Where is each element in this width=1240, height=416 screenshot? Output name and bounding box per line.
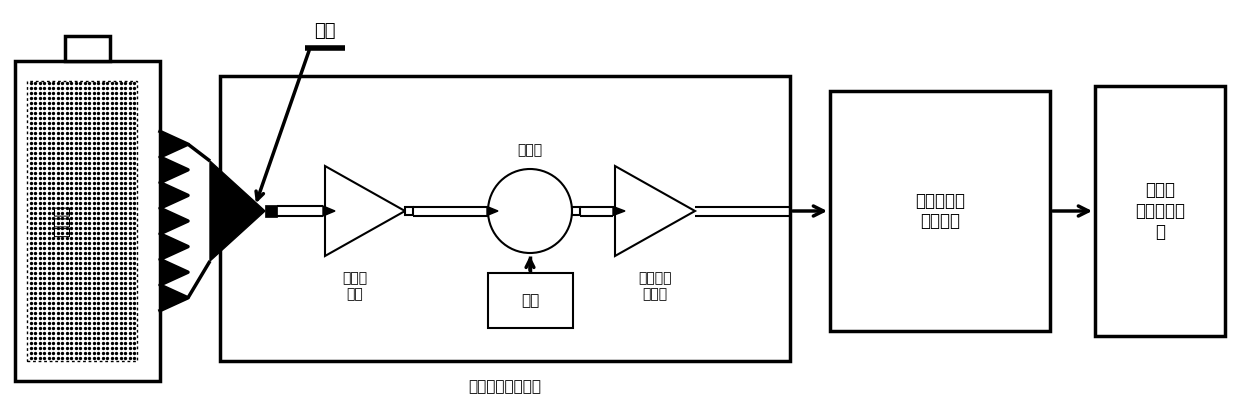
Bar: [405, 207, 413, 215]
Bar: [64, 36, 110, 61]
Bar: [830, 91, 1050, 331]
Polygon shape: [160, 131, 188, 157]
Circle shape: [489, 169, 572, 253]
Bar: [1095, 86, 1225, 336]
Text: 馈源: 馈源: [314, 22, 336, 40]
Text: 宽带功率谱
分析单元: 宽带功率谱 分析单元: [915, 192, 965, 230]
Bar: [219, 76, 790, 361]
Text: 宽带微波射频前端: 宽带微波射频前端: [469, 379, 542, 394]
Bar: [572, 207, 580, 215]
Text: 定标源: 定标源: [53, 205, 72, 237]
Polygon shape: [160, 260, 188, 285]
Text: 低噪放
大器: 低噪放 大器: [342, 271, 367, 301]
Text: 本振: 本振: [521, 293, 539, 308]
Polygon shape: [160, 183, 188, 208]
Polygon shape: [210, 161, 265, 261]
Text: 计算机
实时显示单
元: 计算机 实时显示单 元: [1135, 181, 1185, 241]
Polygon shape: [160, 285, 188, 311]
Polygon shape: [322, 206, 335, 216]
Polygon shape: [160, 234, 188, 260]
Polygon shape: [325, 166, 405, 256]
Text: 混频器: 混频器: [517, 143, 543, 157]
Polygon shape: [160, 208, 188, 234]
Bar: [487, 273, 573, 328]
Bar: [265, 205, 277, 217]
Text: 前置中频
放大器: 前置中频 放大器: [639, 271, 672, 301]
Bar: [15, 61, 160, 381]
Bar: [27, 81, 136, 361]
Polygon shape: [613, 206, 625, 215]
Polygon shape: [487, 206, 498, 215]
Polygon shape: [615, 166, 694, 256]
Polygon shape: [160, 157, 188, 183]
